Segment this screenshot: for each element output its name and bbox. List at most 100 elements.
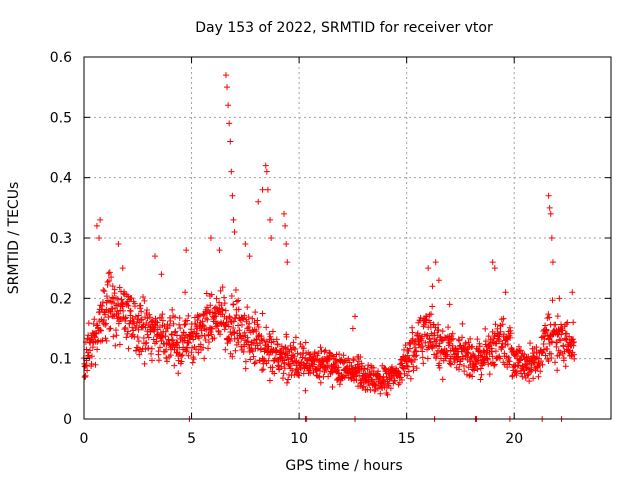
data-point bbox=[195, 313, 202, 320]
data-point bbox=[223, 315, 230, 322]
data-point bbox=[428, 311, 435, 318]
data-point bbox=[174, 339, 181, 346]
data-point bbox=[253, 328, 260, 335]
data-point bbox=[353, 370, 360, 377]
data-point bbox=[246, 253, 253, 260]
data-point bbox=[240, 348, 247, 355]
data-point bbox=[419, 348, 426, 355]
data-point bbox=[424, 332, 431, 339]
data-point bbox=[169, 306, 176, 313]
data-point bbox=[221, 294, 228, 301]
data-point bbox=[302, 339, 309, 346]
data-point bbox=[273, 336, 280, 343]
data-point bbox=[546, 204, 553, 211]
data-point bbox=[182, 289, 189, 296]
data-point bbox=[317, 367, 324, 374]
data-point bbox=[469, 373, 476, 380]
data-point bbox=[123, 334, 130, 341]
data-point bbox=[155, 357, 162, 364]
data-point bbox=[89, 344, 96, 351]
data-point bbox=[560, 357, 567, 364]
data-point bbox=[240, 315, 247, 322]
data-point bbox=[300, 345, 307, 352]
data-point bbox=[292, 358, 299, 365]
data-point bbox=[460, 363, 467, 370]
data-point bbox=[542, 322, 549, 329]
data-point bbox=[252, 309, 259, 316]
data-point bbox=[433, 353, 440, 360]
data-point bbox=[357, 380, 364, 387]
data-point bbox=[115, 241, 122, 248]
data-point bbox=[336, 351, 343, 358]
data-point bbox=[217, 331, 224, 338]
data-point bbox=[137, 302, 144, 309]
data-point bbox=[107, 325, 114, 332]
data-point bbox=[203, 290, 210, 297]
data-point bbox=[254, 321, 261, 328]
data-point bbox=[266, 330, 273, 337]
data-point bbox=[155, 348, 162, 355]
data-point bbox=[391, 377, 398, 384]
data-point bbox=[242, 241, 249, 248]
data-point bbox=[513, 368, 520, 375]
data-point bbox=[505, 354, 512, 361]
data-point bbox=[148, 318, 155, 325]
data-point bbox=[436, 360, 443, 367]
data-point bbox=[236, 327, 243, 334]
data-point bbox=[280, 370, 287, 377]
data-point bbox=[570, 319, 577, 326]
data-point bbox=[349, 325, 356, 332]
data-point bbox=[232, 347, 239, 354]
data-point bbox=[377, 390, 384, 397]
data-point bbox=[205, 345, 212, 352]
data-point bbox=[217, 287, 224, 294]
data-point bbox=[548, 235, 555, 241]
data-point bbox=[172, 328, 179, 335]
data-point bbox=[167, 352, 174, 359]
data-point bbox=[83, 362, 90, 369]
data-point bbox=[499, 321, 506, 328]
data-point bbox=[208, 291, 215, 298]
data-point bbox=[231, 228, 238, 235]
x-axis-label: GPS time / hours bbox=[285, 458, 402, 474]
data-point bbox=[103, 293, 110, 300]
data-point bbox=[424, 355, 431, 362]
data-point bbox=[211, 335, 218, 342]
data-point bbox=[245, 314, 252, 321]
data-point bbox=[526, 378, 533, 385]
data-point bbox=[248, 346, 255, 353]
data-point bbox=[103, 337, 110, 344]
y-tick-label: 0.6 bbox=[50, 50, 72, 66]
data-point bbox=[249, 315, 256, 322]
data-point bbox=[262, 162, 269, 169]
data-point bbox=[125, 345, 132, 352]
data-point bbox=[558, 331, 565, 338]
data-point bbox=[152, 315, 159, 322]
data-point bbox=[537, 368, 544, 375]
data-point bbox=[102, 311, 109, 318]
data-point bbox=[321, 348, 328, 355]
data-point bbox=[102, 335, 109, 342]
data-point bbox=[253, 336, 260, 343]
data-point bbox=[558, 321, 565, 328]
tick-layer: 0 0.1 0.2 0.3 0.4 0.5 0.6 0 5 10 15 20 bbox=[50, 50, 611, 447]
data-point bbox=[307, 370, 314, 377]
data-point bbox=[446, 340, 453, 347]
data-point bbox=[238, 321, 245, 328]
data-point bbox=[153, 318, 160, 325]
data-point bbox=[116, 284, 123, 291]
data-point bbox=[230, 324, 237, 331]
data-point bbox=[533, 349, 540, 356]
data-point bbox=[229, 353, 236, 360]
data-point bbox=[403, 362, 410, 369]
data-point bbox=[249, 348, 256, 355]
data-point bbox=[482, 325, 489, 332]
data-point bbox=[109, 283, 116, 290]
data-point bbox=[127, 308, 134, 315]
data-point bbox=[241, 312, 248, 319]
data-point bbox=[190, 356, 197, 363]
data-point bbox=[212, 304, 219, 311]
data-point bbox=[242, 365, 249, 372]
y-tick-label: 0.3 bbox=[50, 231, 72, 247]
data-point bbox=[184, 317, 191, 324]
